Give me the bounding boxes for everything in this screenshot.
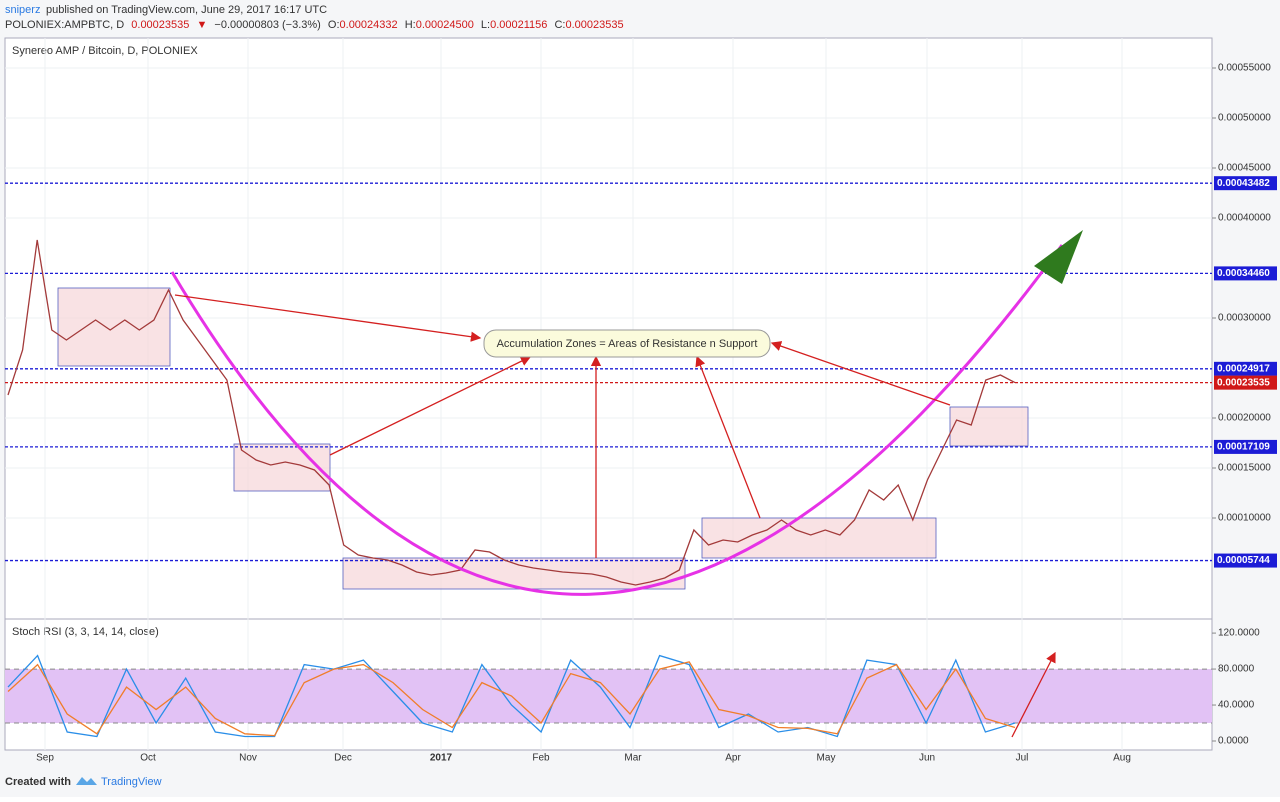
arrow <box>174 294 482 342</box>
x-tick-label: Jul <box>1016 753 1029 764</box>
y-tick-label: 0.0000 <box>1218 736 1249 747</box>
ohlc-value: 0.00023535 <box>565 19 623 31</box>
y-tick-label: 0.00045000 <box>1218 163 1271 174</box>
logo <box>76 777 97 785</box>
chart-title: Synereo AMP / Bitcoin, D, POLONIEX <box>12 45 198 57</box>
zone <box>701 517 937 559</box>
level-label: 0.00034460 <box>1217 268 1270 279</box>
y-tick-label: 0.00010000 <box>1218 513 1271 524</box>
callout-text: Accumulation Zones = Areas of Resistance… <box>497 338 758 350</box>
x-tick-label: Apr <box>725 753 741 764</box>
ohlc-key: O: <box>328 19 340 31</box>
x-tick-label: Dec <box>334 753 352 764</box>
level-label: 0.00005744 <box>1217 555 1270 566</box>
callout <box>483 329 771 358</box>
chart-frame <box>4 37 1213 751</box>
plot <box>7 239 1016 738</box>
band <box>5 669 1212 724</box>
symbol: POLONIEX:AMPBTC, D <box>5 19 124 31</box>
arrow <box>695 355 761 519</box>
x-tick-label: Jun <box>919 753 935 764</box>
cup-curve <box>170 244 1064 596</box>
y-tick-label: 0.00040000 <box>1218 213 1271 224</box>
ohlc-value: 0.00024500 <box>416 19 474 31</box>
arrow <box>329 356 532 456</box>
y-tick-label: 0.00055000 <box>1218 63 1271 74</box>
arrow <box>770 341 951 406</box>
x-tick-label: Feb <box>532 753 550 764</box>
x-tick-label: Aug <box>1113 753 1131 764</box>
ohlc-key: H: <box>405 19 416 31</box>
last: 0.00023535 <box>131 19 189 31</box>
arrow <box>1011 651 1056 738</box>
level-tag <box>1214 375 1277 390</box>
level-tag <box>1214 439 1277 454</box>
change: −0.00000803 (−3.3%) <box>214 19 320 31</box>
y-tick-label: 0.00050000 <box>1218 113 1271 124</box>
level-label: 0.00043482 <box>1217 178 1270 189</box>
level-tag <box>1214 176 1277 191</box>
series-line <box>7 239 1016 586</box>
x-tick-label: 2017 <box>430 753 453 764</box>
x-tick-label: Nov <box>239 753 257 764</box>
footer-brand[interactable]: TradingView <box>101 776 162 788</box>
y-tick-label: 40.0000 <box>1218 700 1255 711</box>
series-line <box>7 654 1016 738</box>
published: published on TradingView.com, June 29, 2… <box>46 4 327 16</box>
level-label: 0.00023535 <box>1217 377 1270 388</box>
x-tick-label: Oct <box>140 753 156 764</box>
ohlc-key: L: <box>481 19 490 31</box>
y-tick-label: 120.0000 <box>1218 628 1260 639</box>
ohlc-value: 0.00024332 <box>340 19 398 31</box>
level-label: 0.00024917 <box>1217 363 1270 374</box>
y-tick-label: 0.00020000 <box>1218 413 1271 424</box>
zones <box>57 287 1029 590</box>
level-tag <box>1214 553 1277 568</box>
user[interactable]: sniperz <box>5 4 40 16</box>
zone <box>949 406 1029 447</box>
level-label: 0.00017109 <box>1217 442 1270 453</box>
arrows <box>174 294 1056 738</box>
axes: 0.00010000 0.00015000 0.00020000 0.00030000… <box>36 63 1277 764</box>
target-arrow <box>1034 230 1083 284</box>
arrow: ▼ <box>196 19 207 31</box>
y-tick-label: 0.00030000 <box>1218 313 1271 324</box>
y-tick-label: 0.00015000 <box>1218 463 1271 474</box>
zone <box>233 443 331 492</box>
ohlc-key: C: <box>554 19 565 31</box>
footer-created: Created with <box>5 776 71 788</box>
y-tick-label: 80.0000 <box>1218 664 1255 675</box>
x-tick-label: Mar <box>624 753 642 764</box>
levels <box>5 182 1212 562</box>
series-line <box>7 661 1016 737</box>
ohlc-value: 0.00021156 <box>490 19 547 31</box>
level-tag <box>1214 266 1277 281</box>
x-tick-label: May <box>817 753 836 764</box>
level-tag <box>1214 361 1277 376</box>
x-tick-label: Sep <box>36 753 54 764</box>
indicator-title: Stoch RSI (3, 3, 14, 14, close) <box>12 626 159 638</box>
symbol-line: POLONIEX:AMPBTC, D 0.00023535 ▼ −0.00000… <box>5 19 624 31</box>
